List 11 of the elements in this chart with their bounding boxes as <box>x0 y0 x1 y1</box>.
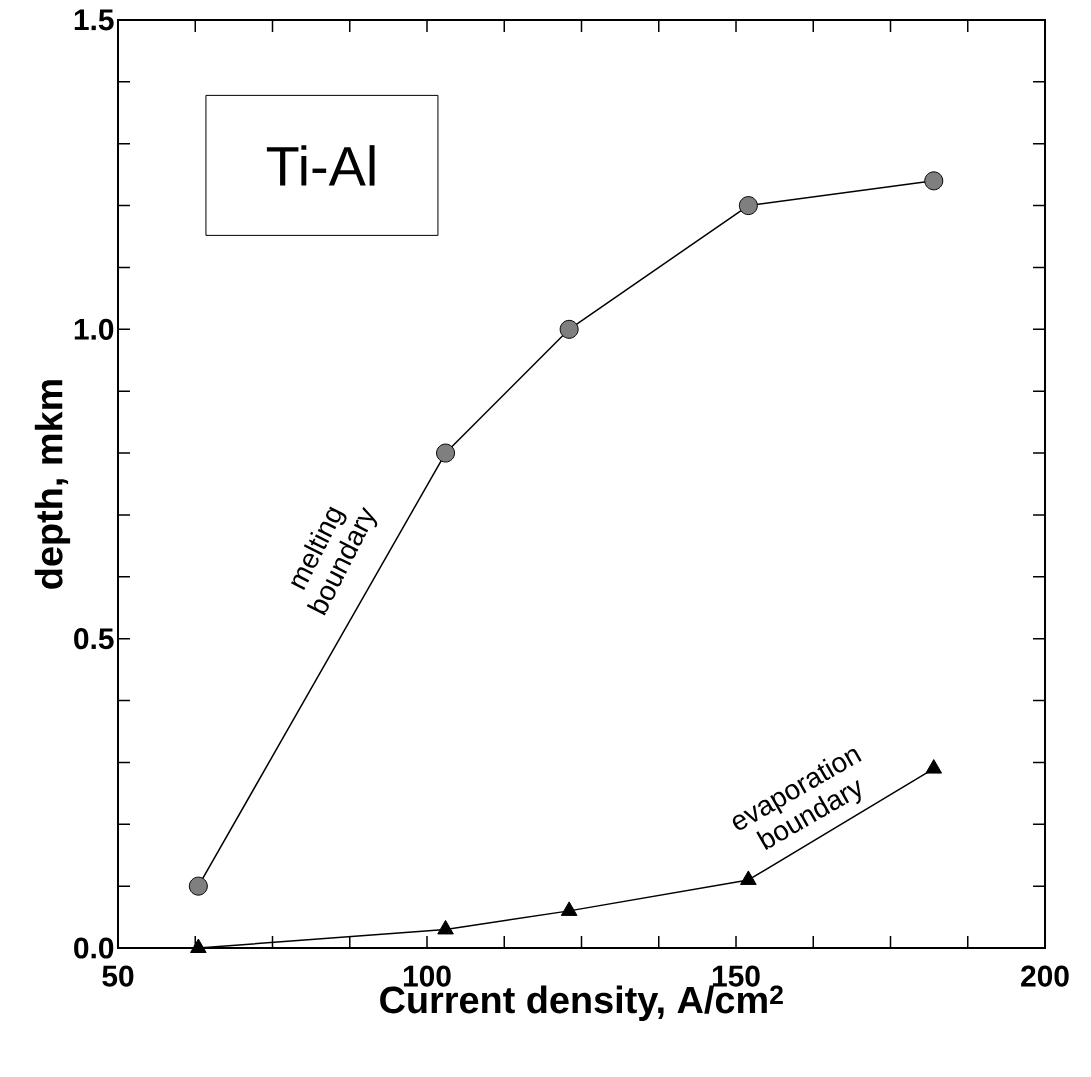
x-tick-label: 150 <box>712 965 760 987</box>
y-axis-title: depth, mkm <box>34 380 71 589</box>
y-tick-label: 0.0 <box>74 937 114 959</box>
x-tick-label: 100 <box>403 965 451 987</box>
annotation: Ti-Al <box>266 145 375 186</box>
y-tick-label: 0.5 <box>74 628 114 650</box>
x-tick-label: 200 <box>1021 965 1069 987</box>
y-tick-label: 1.0 <box>74 318 114 340</box>
x-tick-label: 50 <box>102 965 134 987</box>
x-axis-title: Current density, A/cm$^{2}$ <box>380 985 783 1021</box>
y-tick-label: 1.5 <box>74 9 114 31</box>
